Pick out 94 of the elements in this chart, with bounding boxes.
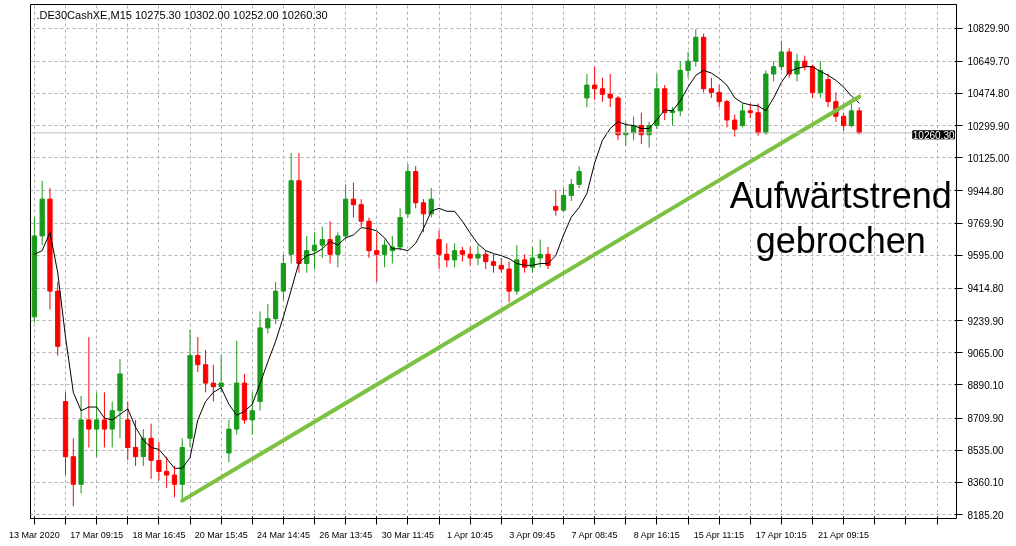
candlestick (171, 465, 178, 498)
candlestick (311, 231, 318, 270)
candlestick (848, 102, 855, 128)
candlestick (490, 253, 497, 274)
candlestick (685, 51, 691, 79)
y-tick-label: 9065.00 (967, 347, 1005, 359)
y-tick-label: 9769.90 (967, 218, 1005, 230)
candlestick (226, 419, 232, 463)
x-tick-label: 26 Mar 13:45 (319, 529, 373, 540)
candlestick (202, 349, 209, 393)
candlestick (156, 441, 162, 482)
candlestick (451, 242, 458, 268)
candlestick (467, 246, 473, 266)
candlestick (210, 364, 217, 402)
x-tick-label: 17 Apr 10:15 (755, 529, 807, 540)
ref-line-label: 10260.30 (912, 129, 955, 141)
x-tick-label: 3 Apr 09:45 (509, 529, 556, 540)
y-tick-label: 10829.90 (967, 23, 1010, 35)
candlestick (319, 226, 325, 259)
candlestick (708, 77, 715, 99)
candlestick (132, 419, 139, 467)
y-tick-label: 8890.10 (967, 379, 1005, 391)
candlestick (841, 112, 847, 132)
candlestick (770, 60, 777, 82)
x-tick-label: 18 Mar 16:45 (132, 529, 186, 540)
candlestick (420, 198, 427, 233)
candlestick (693, 28, 699, 68)
annotation: Aufwärtstrend gebrochen (729, 174, 952, 261)
y-tick-label: 10649.70 (967, 56, 1010, 68)
candlestick (444, 242, 450, 268)
candlestick (265, 303, 271, 334)
candlestick (428, 187, 434, 219)
candlestick (164, 456, 170, 489)
y-tick-label: 9414.80 (967, 283, 1005, 295)
y-tick-label: 8360.10 (967, 477, 1005, 489)
candlestick (732, 114, 738, 138)
candlestick (86, 336, 92, 448)
candlestick (436, 229, 442, 270)
candlestick (374, 231, 380, 283)
chart-title: .DE30CashXE,M15 10275.30 10302.00 10252.00 10260.30 (36, 8, 328, 21)
candlestick (109, 401, 115, 448)
candlestick (101, 391, 108, 448)
candlestick (584, 73, 590, 108)
candlestick (218, 355, 224, 393)
candlestick (381, 239, 388, 268)
x-tick-label: 21 Apr 09:15 (817, 529, 869, 540)
y-tick-label: 9944.80 (967, 185, 1005, 197)
candlestick (537, 239, 543, 268)
candlestick (327, 220, 333, 265)
candlestick (553, 189, 559, 217)
candlestick (599, 77, 606, 103)
x-tick-label: 20 Mar 15:45 (194, 529, 248, 540)
candlestick (592, 66, 598, 101)
y-tick-label: 8185.20 (967, 509, 1005, 521)
candlestick (825, 73, 831, 108)
y-tick-label: 9239.90 (967, 315, 1005, 327)
candlestick (716, 84, 722, 108)
y-tick-label: 9595.00 (967, 250, 1005, 262)
y-tick-label: 10299.90 (967, 120, 1010, 132)
candlestick (148, 423, 154, 480)
candlestick (195, 336, 201, 373)
candlestick (794, 53, 800, 82)
candlestick (607, 73, 613, 108)
candlestick (249, 391, 255, 436)
x-tick-label: 8 Apr 16:15 (633, 529, 680, 540)
x-tick-label: 15 Apr 11:15 (693, 529, 745, 540)
candlestick (304, 235, 310, 274)
candlestick (506, 261, 512, 303)
candlestick (739, 102, 746, 128)
candlestick (856, 106, 862, 135)
candlestick (94, 391, 100, 458)
x-tick-label: 30 Mar 11:45 (381, 529, 435, 540)
x-tick-label: 13 Mar 2020 (9, 529, 60, 540)
candlestick (786, 47, 792, 79)
x-tick-label: 24 Mar 14:45 (256, 529, 310, 540)
candlestick (529, 246, 536, 274)
candlestick (724, 99, 730, 128)
y-tick-label: 10125.00 (967, 152, 1010, 164)
y-tick-label: 10474.80 (967, 88, 1010, 100)
candlestick (568, 178, 574, 202)
candlestick (483, 250, 489, 270)
x-tick-label: 17 Mar 09:15 (70, 529, 124, 540)
candlestick (576, 165, 582, 189)
candlestick (778, 40, 785, 71)
candlestick (755, 102, 761, 137)
candlestick (358, 198, 364, 228)
candlestick (475, 244, 481, 266)
x-tick-label: 1 Apr 10:45 (446, 529, 493, 540)
candlestick (560, 187, 567, 213)
y-tick-label: 8709.90 (967, 413, 1005, 425)
candlestick (350, 182, 357, 219)
candlestick (335, 231, 341, 268)
x-tick-label: 7 Apr 08:45 (571, 529, 618, 540)
y-tick-label: 8535.00 (967, 445, 1005, 457)
